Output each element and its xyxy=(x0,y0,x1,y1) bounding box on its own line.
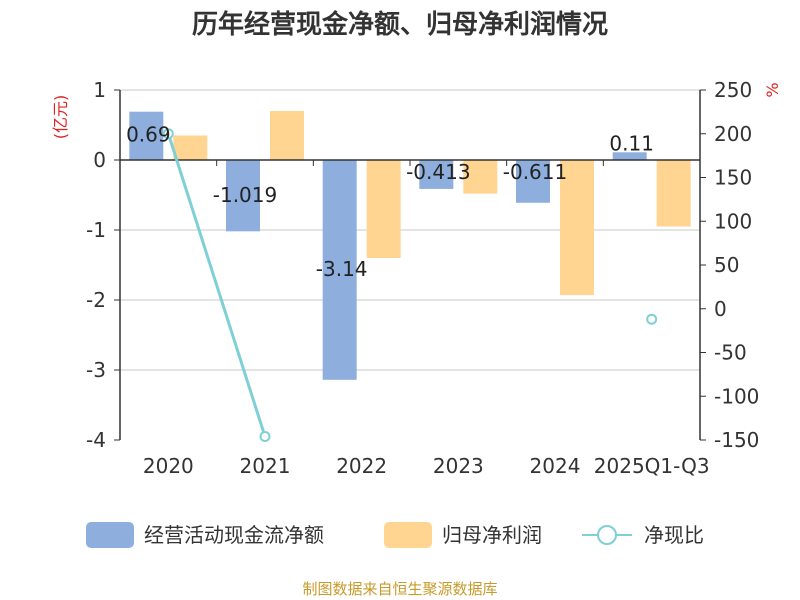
x-tick-label: 2025Q1-Q3 xyxy=(594,454,710,478)
right-tick-label: 250 xyxy=(714,78,752,102)
ratio-point xyxy=(259,431,271,442)
left-tick-label: 0 xyxy=(93,148,106,172)
left-tick-label: -2 xyxy=(86,288,106,312)
data-label-cashflow: -0.611 xyxy=(503,160,567,184)
bar-cashflow xyxy=(322,160,357,380)
axes: 1 0 -1 -2 -3 -4 250 200 150 100 50 0 -50 -100 -150 2020… xyxy=(86,78,759,478)
legend-swatch-netprofit xyxy=(384,522,432,548)
legend-item-netprofit[interactable]: 归母净利润 xyxy=(384,522,542,548)
right-tick-label: 50 xyxy=(714,253,739,277)
bar-cashflow xyxy=(516,160,550,203)
chart-title: 历年经营现金净额、归母净利润情况 xyxy=(192,9,608,40)
bar-netprofit xyxy=(366,160,401,258)
x-tick-label: 2023 xyxy=(433,454,484,478)
data-label-cashflow: -0.413 xyxy=(406,160,470,184)
right-tick-label: 0 xyxy=(714,297,727,321)
bar-netprofit xyxy=(656,160,691,227)
x-tick-label: 2024 xyxy=(530,454,581,478)
right-tick-label: -50 xyxy=(714,341,747,365)
bar-netprofit xyxy=(173,135,208,160)
ratio-line xyxy=(162,128,658,442)
bar-cashflow xyxy=(419,160,454,189)
left-tick-label: -3 xyxy=(86,358,106,382)
legend-swatch-ratio-marker xyxy=(597,525,617,545)
right-tick-label: 150 xyxy=(714,166,752,190)
x-tick-label: 2020 xyxy=(143,454,194,478)
legend: 经营活动现金流净额 归母净利润 净现比 xyxy=(86,522,704,548)
ratio-point xyxy=(646,313,658,325)
right-tick-label: -100 xyxy=(714,384,759,408)
right-tick-label: 100 xyxy=(714,209,752,233)
bar-netprofit xyxy=(270,111,304,160)
legend-item-ratio[interactable]: 净现比 xyxy=(582,523,704,547)
legend-label-cashflow: 经营活动现金流净额 xyxy=(144,523,324,547)
data-labels: 0.69 -1.019 -3.14 -0.413 -0.611 0.11 xyxy=(126,123,654,281)
left-tick-label: -4 xyxy=(86,428,106,452)
right-tick-label: 200 xyxy=(714,122,752,146)
bar-cashflow xyxy=(226,160,260,232)
bar-netprofit xyxy=(560,160,594,296)
left-tick-label: 1 xyxy=(93,78,106,102)
ratio-line-segment xyxy=(166,133,267,437)
data-label-cashflow: -3.14 xyxy=(316,257,368,281)
data-label-cashflow: 0.11 xyxy=(609,131,654,155)
bar-cashflow xyxy=(129,111,164,160)
source-note: 制图数据来自恒生聚源数据库 xyxy=(302,580,497,598)
legend-label-netprofit: 归母净利润 xyxy=(442,523,542,547)
left-axis-unit: (亿元) xyxy=(51,95,70,140)
bars xyxy=(129,111,691,380)
x-tick-label: 2022 xyxy=(336,454,387,478)
left-tick-label: -1 xyxy=(86,218,106,242)
right-tick-label: -150 xyxy=(714,428,759,452)
data-label-cashflow: -1.019 xyxy=(213,183,277,207)
bar-cashflow xyxy=(612,152,647,160)
ratio-point xyxy=(162,128,174,140)
data-label-cashflow: 0.69 xyxy=(126,123,171,147)
legend-swatch-cashflow xyxy=(86,522,134,548)
x-tick-label: 2021 xyxy=(240,454,291,478)
legend-label-ratio: 净现比 xyxy=(644,523,704,547)
right-axis-unit: % xyxy=(763,82,782,97)
legend-item-cashflow[interactable]: 经营活动现金流净额 xyxy=(86,522,324,548)
bar-netprofit xyxy=(463,160,498,194)
